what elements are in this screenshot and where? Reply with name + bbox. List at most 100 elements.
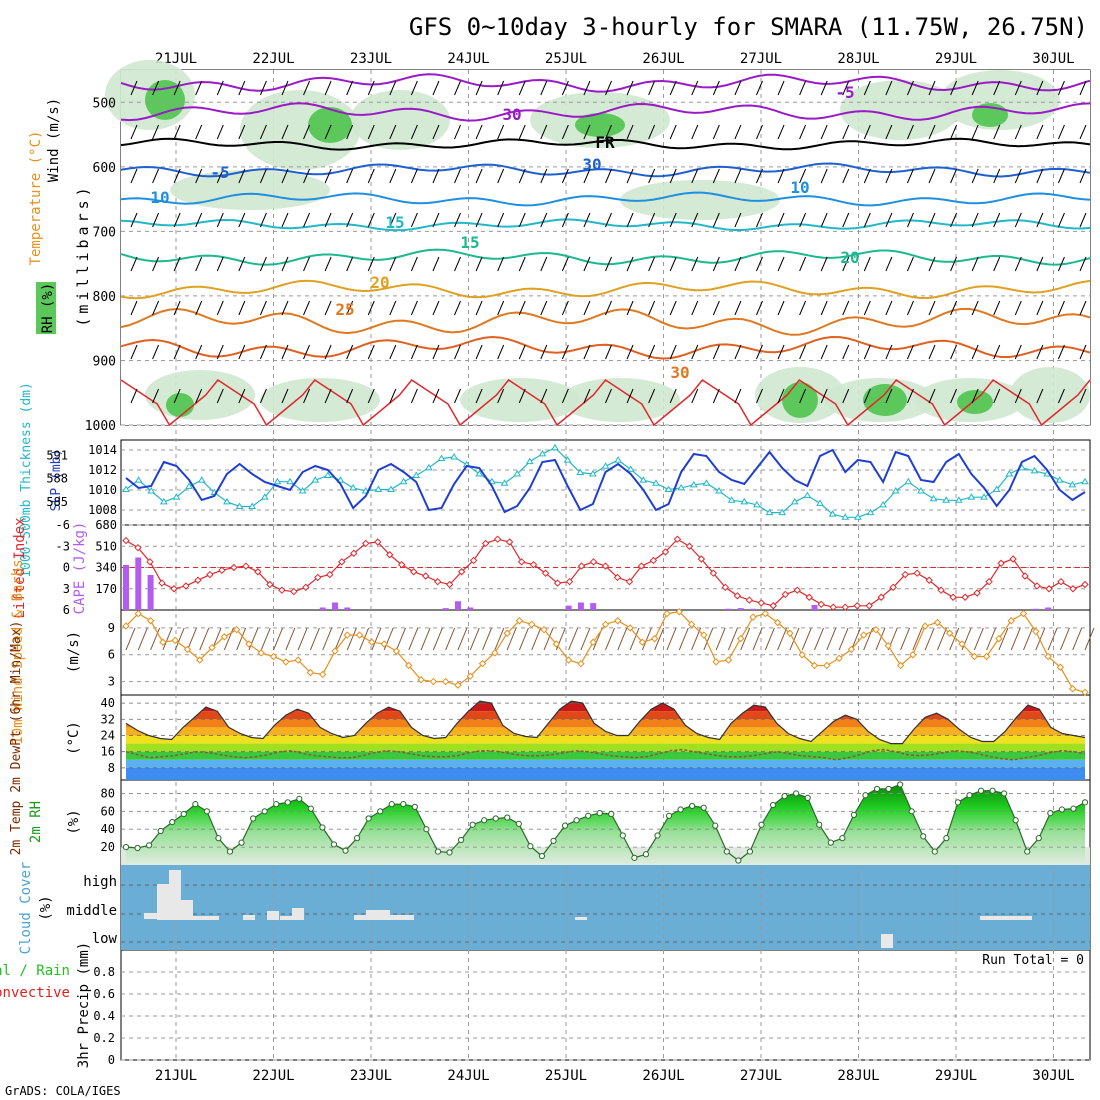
wind-barb	[691, 300, 699, 316]
slp-tick-label: 1014	[88, 443, 117, 457]
rh-point	[561, 822, 569, 829]
wind-barb	[432, 388, 440, 404]
cape-bar	[811, 605, 818, 610]
wind-barb	[756, 124, 763, 140]
wind-speed-point	[687, 620, 696, 629]
wind-barb	[734, 388, 742, 404]
temp-band	[126, 735, 1085, 744]
wind-barb	[324, 168, 332, 184]
wind-speed-point	[1007, 617, 1015, 625]
wind-barb	[648, 344, 656, 360]
wind-speed-point	[909, 651, 917, 659]
wind-speed-point	[196, 656, 204, 664]
wind-barb	[906, 212, 914, 228]
wind-speed-point	[872, 625, 880, 634]
wind-barb	[863, 256, 871, 272]
wind-barb-10m	[506, 627, 517, 651]
rh-point	[122, 844, 130, 851]
wind-barb	[561, 168, 569, 184]
li-point	[182, 582, 190, 590]
wind-barb	[173, 168, 181, 184]
wind-speed-point	[540, 625, 548, 634]
wind-barb	[605, 344, 612, 360]
slp-tick-label: 1012	[88, 463, 117, 477]
cape-bar	[750, 608, 757, 610]
thickness-point	[841, 513, 850, 520]
wind-speed-point	[171, 636, 179, 645]
wind-barb	[885, 80, 893, 96]
wind-barb	[540, 168, 548, 184]
wind-barb	[950, 256, 958, 272]
rh-point	[769, 801, 777, 809]
wind-barb-10m	[715, 627, 726, 651]
wind-speed-point	[392, 647, 401, 655]
wind-barb	[346, 344, 354, 360]
li-point	[122, 536, 130, 545]
contour-label: -5	[210, 163, 229, 182]
wind-barb-10m	[494, 627, 505, 651]
wind-barb	[1079, 168, 1087, 184]
wind-barb	[605, 300, 612, 316]
wind-barb	[367, 388, 375, 404]
wind-speed-point	[1056, 663, 1065, 671]
rh-area	[126, 784, 1085, 865]
wind-speed-point	[368, 638, 376, 646]
wind-barb	[410, 168, 418, 184]
wind-barb	[281, 300, 289, 316]
wind-barb	[152, 80, 160, 96]
wind-barb-10m	[1010, 627, 1021, 651]
wind-barb	[1036, 344, 1044, 360]
wind-barb	[259, 256, 267, 272]
contour-label: 30	[502, 105, 521, 124]
wind-speed-point	[773, 618, 782, 627]
wind-barb	[734, 344, 742, 360]
wind-speed-point	[823, 661, 831, 670]
wind-barb	[756, 300, 763, 316]
wind-barb	[497, 300, 505, 316]
wind-speed-point	[319, 670, 327, 679]
li-point	[398, 560, 406, 569]
wind-barb	[669, 124, 677, 140]
thickness-point	[1030, 466, 1039, 474]
wind-barb	[410, 344, 418, 360]
wind-barb-10m	[531, 627, 542, 651]
cloud-block	[354, 915, 366, 920]
wind-barb	[195, 388, 203, 404]
wind-barb	[497, 344, 505, 360]
li-point	[961, 593, 969, 601]
cape-bar	[1032, 608, 1039, 610]
wind-barb	[389, 256, 397, 272]
thickness-point	[879, 500, 887, 508]
wind-speed-label: 10m Wind Speed & Barbs	[10, 559, 26, 744]
wind-speed-point	[614, 617, 622, 625]
wind-barb	[691, 124, 699, 140]
wind-speed-point	[601, 620, 610, 629]
wind-barb	[648, 212, 656, 228]
rh-point	[758, 821, 765, 828]
wind-barb	[195, 168, 203, 184]
wind-speed-point	[933, 618, 942, 627]
wind-barb	[259, 344, 267, 360]
cape-bar	[123, 565, 129, 610]
wind-barb	[648, 124, 656, 140]
wind-barb	[1014, 168, 1022, 184]
temperature-contour	[120, 102, 1091, 122]
wind-barb	[432, 212, 440, 228]
wind-barb	[777, 124, 785, 140]
thickness-point	[765, 508, 774, 516]
wind-barb	[756, 212, 763, 228]
rh-point	[249, 815, 257, 822]
precip-tick-label: 0	[108, 1053, 115, 1067]
pressure-tick-label: 600	[93, 161, 116, 176]
thickness-point	[614, 456, 623, 463]
wind-barb	[1079, 300, 1087, 316]
wind-barb	[238, 256, 246, 272]
wind-barb-10m	[801, 627, 812, 651]
wind-barb	[971, 80, 979, 96]
wind-speed-point	[982, 652, 991, 661]
wind-speed-point	[306, 668, 315, 677]
rh-point	[966, 792, 973, 799]
wind-barb	[561, 124, 569, 140]
wind-barb-10m	[125, 627, 136, 651]
wind-speed-point	[835, 654, 843, 663]
